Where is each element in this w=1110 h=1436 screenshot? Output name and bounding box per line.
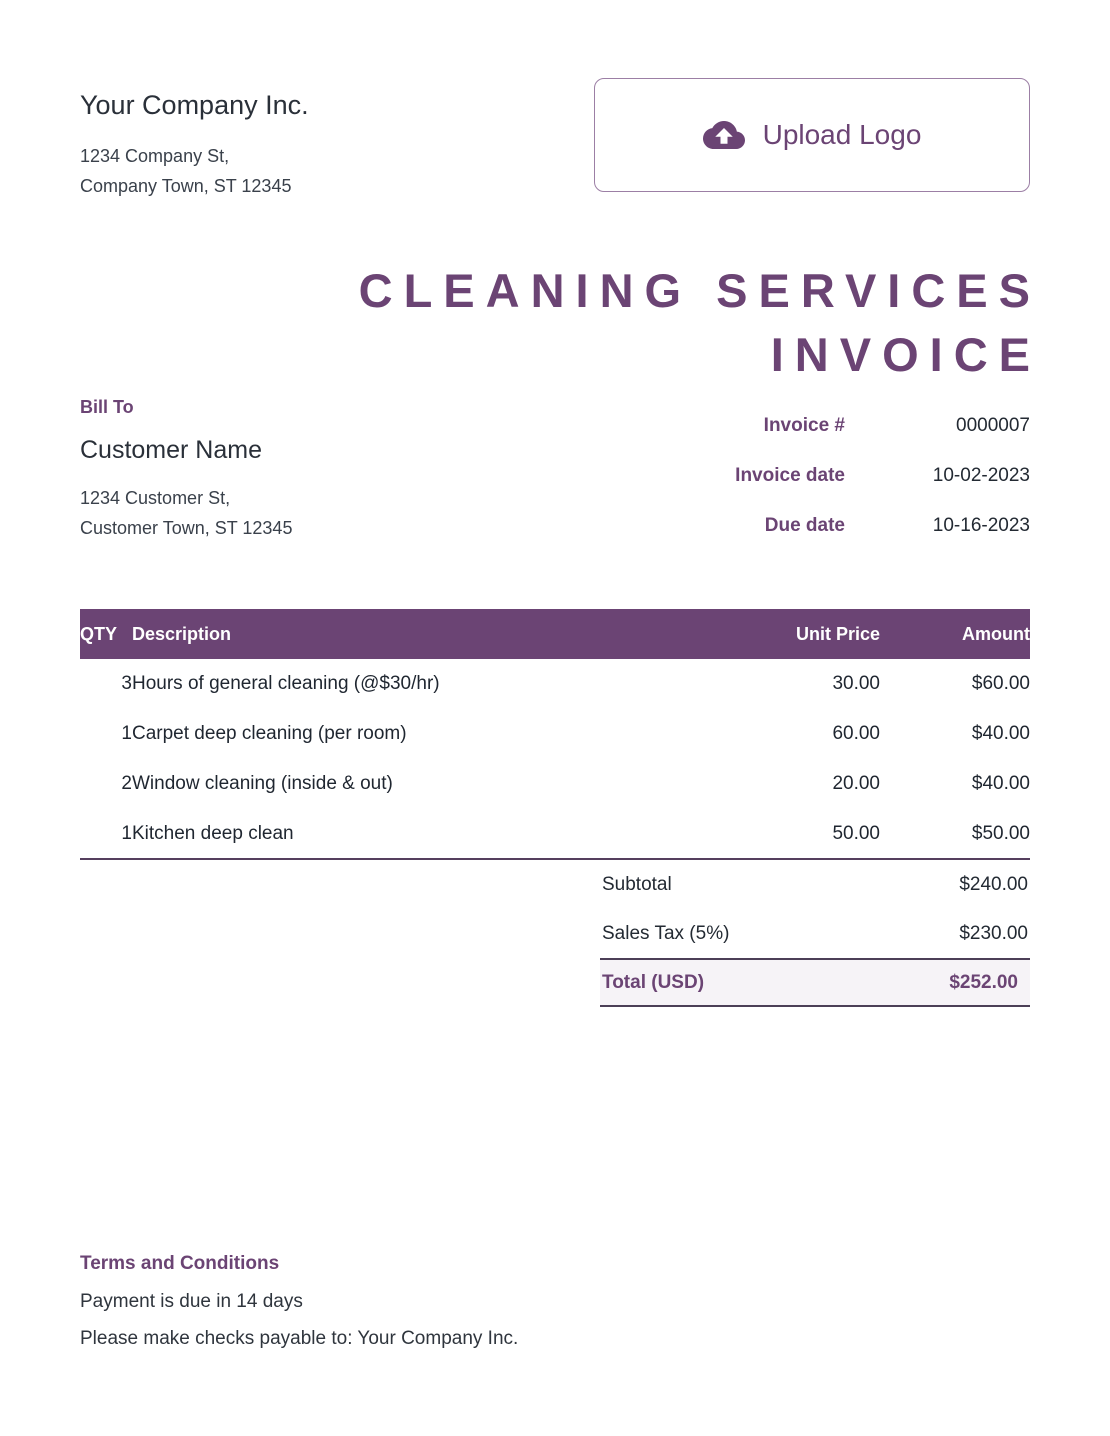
- line-items-header: QTY Description Unit Price Amount: [80, 609, 1030, 659]
- amount-column-header: Amount: [880, 609, 1030, 659]
- invoice-meta: Invoice # 0000007 Invoice date 10-02-202…: [735, 415, 1030, 543]
- header: Your Company Inc. 1234 Company St, Compa…: [80, 78, 1030, 201]
- table-row: 1 Carpet deep cleaning (per room) 60.00 …: [80, 709, 1030, 759]
- sales-tax-value: $230.00: [959, 922, 1028, 944]
- header-row: QTY Description Unit Price Amount: [80, 609, 1030, 659]
- document-title-line2: INVOICE: [770, 328, 1041, 381]
- table-row: 1 Kitchen deep clean 50.00 $50.00: [80, 809, 1030, 859]
- table-row: 3 Hours of general cleaning (@$30/hr) 30…: [80, 659, 1030, 709]
- item-unit-price: 20.00: [832, 773, 880, 794]
- document-title: CLEANING SERVICES INVOICE: [80, 259, 1041, 387]
- item-qty: 2: [121, 773, 132, 794]
- item-unit-price: 60.00: [832, 723, 880, 744]
- item-qty: 1: [121, 822, 132, 844]
- invoice-number-label: Invoice #: [763, 415, 845, 436]
- item-unit-price: 30.00: [832, 673, 880, 694]
- item-qty: 3: [121, 673, 132, 694]
- item-qty: 1: [121, 723, 132, 744]
- upload-logo-button[interactable]: Upload Logo: [594, 78, 1030, 192]
- item-amount: $40.00: [971, 773, 1030, 794]
- subtotal-value: $240.00: [959, 873, 1028, 895]
- customer-address-line1: 1234 Customer St,: [80, 488, 231, 508]
- upload-logo-label: Upload Logo: [762, 119, 922, 150]
- item-description: Hours of general cleaning (@$30/hr): [132, 673, 440, 694]
- unit-price-column-header: Unit Price: [720, 609, 880, 659]
- company-name: Your Company Inc.: [80, 90, 309, 120]
- item-description: Window cleaning (inside & out): [132, 773, 393, 794]
- subtotal-row: Subtotal $240.00: [600, 860, 1030, 909]
- terms-line2: Please make checks payable to: Your Comp…: [80, 1328, 519, 1349]
- customer-address-line2: Customer Town, ST 12345: [80, 518, 293, 538]
- company-address-line2: Company Town, ST 12345: [80, 176, 292, 196]
- company-address-line1: 1234 Company St,: [80, 146, 230, 166]
- item-amount: $40.00: [971, 723, 1030, 744]
- sales-tax-row: Sales Tax (5%) $230.00: [600, 909, 1030, 958]
- terms-section: Terms and Conditions Payment is due in 1…: [80, 1253, 518, 1365]
- item-amount: $50.00: [971, 822, 1030, 844]
- document-title-line1: CLEANING SERVICES: [358, 264, 1041, 317]
- bill-to-heading: Bill To: [80, 397, 134, 417]
- sales-tax-label: Sales Tax (5%): [602, 922, 730, 944]
- item-description: Carpet deep cleaning (per room): [132, 723, 407, 744]
- bill-to-section: Bill To Customer Name 1234 Customer St, …: [80, 397, 292, 543]
- line-items-table: QTY Description Unit Price Amount 3 Hour…: [80, 609, 1030, 860]
- cloud-upload-icon: [702, 114, 745, 156]
- company-info: Your Company Inc. 1234 Company St, Compa…: [80, 78, 309, 201]
- customer-address: 1234 Customer St, Customer Town, ST 1234…: [80, 483, 292, 543]
- invoice-number-value: 0000007: [956, 415, 1030, 436]
- total-row: Total (USD) $252.00: [600, 958, 1030, 1007]
- line-items-body: 3 Hours of general cleaning (@$30/hr) 30…: [80, 659, 1030, 859]
- qty-column-header: QTY: [80, 609, 132, 659]
- terms-heading: Terms and Conditions: [80, 1253, 280, 1274]
- company-address: 1234 Company St, Company Town, ST 12345: [80, 141, 309, 201]
- invoice-date-label: Invoice date: [735, 465, 845, 486]
- total-label: Total (USD): [602, 971, 705, 993]
- totals-section: Subtotal $240.00 Sales Tax (5%) $230.00 …: [600, 860, 1030, 1007]
- invoice-date-value: 10-02-2023: [932, 465, 1030, 486]
- description-column-header: Description: [132, 609, 720, 659]
- item-unit-price: 50.00: [832, 822, 880, 844]
- customer-name: Customer Name: [80, 436, 262, 464]
- item-description: Kitchen deep clean: [132, 822, 294, 844]
- total-value: $252.00: [949, 971, 1018, 993]
- item-amount: $60.00: [971, 673, 1030, 694]
- due-date-label: Due date: [764, 515, 845, 536]
- table-row: 2 Window cleaning (inside & out) 20.00 $…: [80, 759, 1030, 809]
- terms-line1: Payment is due in 14 days: [80, 1291, 303, 1312]
- subtotal-label: Subtotal: [602, 873, 672, 895]
- info-section: Bill To Customer Name 1234 Customer St, …: [80, 397, 1030, 543]
- due-date-value: 10-16-2023: [932, 515, 1030, 536]
